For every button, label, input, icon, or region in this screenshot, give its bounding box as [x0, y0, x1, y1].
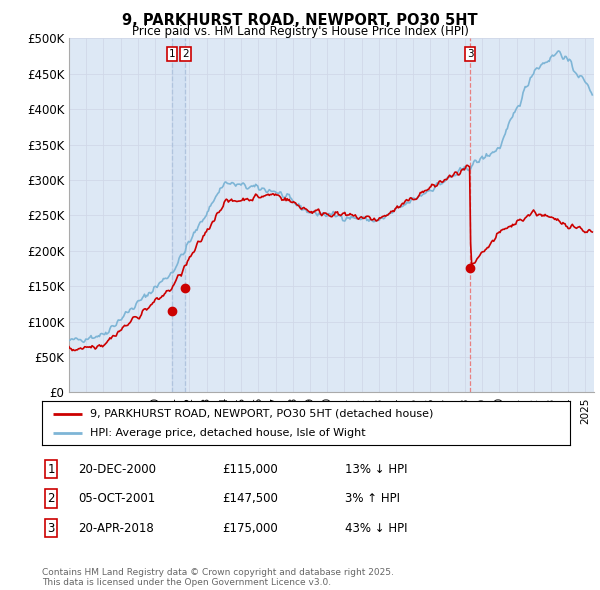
Text: 3% ↑ HPI: 3% ↑ HPI: [345, 492, 400, 505]
Text: 9, PARKHURST ROAD, NEWPORT, PO30 5HT (detached house): 9, PARKHURST ROAD, NEWPORT, PO30 5HT (de…: [89, 409, 433, 418]
Text: Price paid vs. HM Land Registry's House Price Index (HPI): Price paid vs. HM Land Registry's House …: [131, 25, 469, 38]
Text: £147,500: £147,500: [222, 492, 278, 505]
Text: 3: 3: [467, 49, 473, 59]
Text: HPI: Average price, detached house, Isle of Wight: HPI: Average price, detached house, Isle…: [89, 428, 365, 438]
Text: 2: 2: [47, 492, 55, 505]
Text: 43% ↓ HPI: 43% ↓ HPI: [345, 522, 407, 535]
Text: 13% ↓ HPI: 13% ↓ HPI: [345, 463, 407, 476]
Text: 05-OCT-2001: 05-OCT-2001: [78, 492, 155, 505]
Text: 20-DEC-2000: 20-DEC-2000: [78, 463, 156, 476]
Text: 1: 1: [169, 49, 175, 59]
Text: 20-APR-2018: 20-APR-2018: [78, 522, 154, 535]
Text: 1: 1: [47, 463, 55, 476]
Text: £115,000: £115,000: [222, 463, 278, 476]
Text: 2: 2: [182, 49, 188, 59]
Text: Contains HM Land Registry data © Crown copyright and database right 2025.
This d: Contains HM Land Registry data © Crown c…: [42, 568, 394, 587]
Text: £175,000: £175,000: [222, 522, 278, 535]
Text: 9, PARKHURST ROAD, NEWPORT, PO30 5HT: 9, PARKHURST ROAD, NEWPORT, PO30 5HT: [122, 13, 478, 28]
Bar: [172, 38, 185, 392]
Text: 3: 3: [47, 522, 55, 535]
